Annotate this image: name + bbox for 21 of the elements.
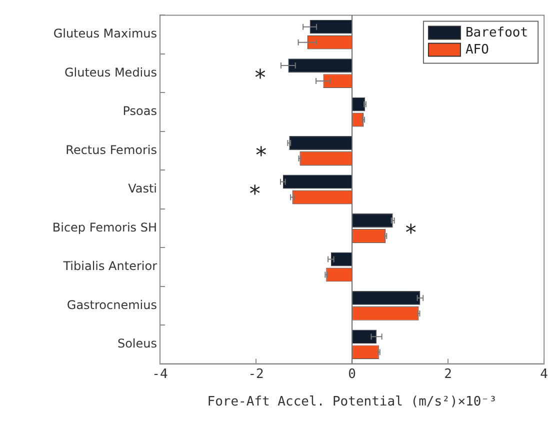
y-tick-label: Gluteus Medius [64,65,157,80]
annotation: * [254,66,266,92]
y-tick-label: Psoas [122,104,157,118]
x-tick-label: 2 [444,366,452,382]
x-tick-label: 4 [540,366,548,382]
annotation: * [249,182,260,208]
y-tick-label: Vasti [128,182,157,196]
legend-label: Barefoot [465,26,528,41]
y-tick-label: Rectus Femoris [66,142,157,157]
y-tick-label: Bicep Femoris SH [52,220,157,234]
y-tick-label: Soleus [117,336,157,351]
x-axis-title: Fore-Aft Accel. Potential (m/s²)×10⁻³ [207,394,497,410]
x-tick-label: 0 [348,366,356,382]
x-tick-label: -4 [152,366,168,382]
annotation: * [405,220,416,246]
annotation: * [256,143,267,168]
y-tick-label: Gluteus Maximus [53,26,157,41]
y-tick-label: Tibialis Anterior [62,259,158,274]
x-tick-label: -2 [248,366,264,382]
legend-label: AFO [465,42,490,58]
y-tick-label: Gastrocnemius [66,298,157,312]
